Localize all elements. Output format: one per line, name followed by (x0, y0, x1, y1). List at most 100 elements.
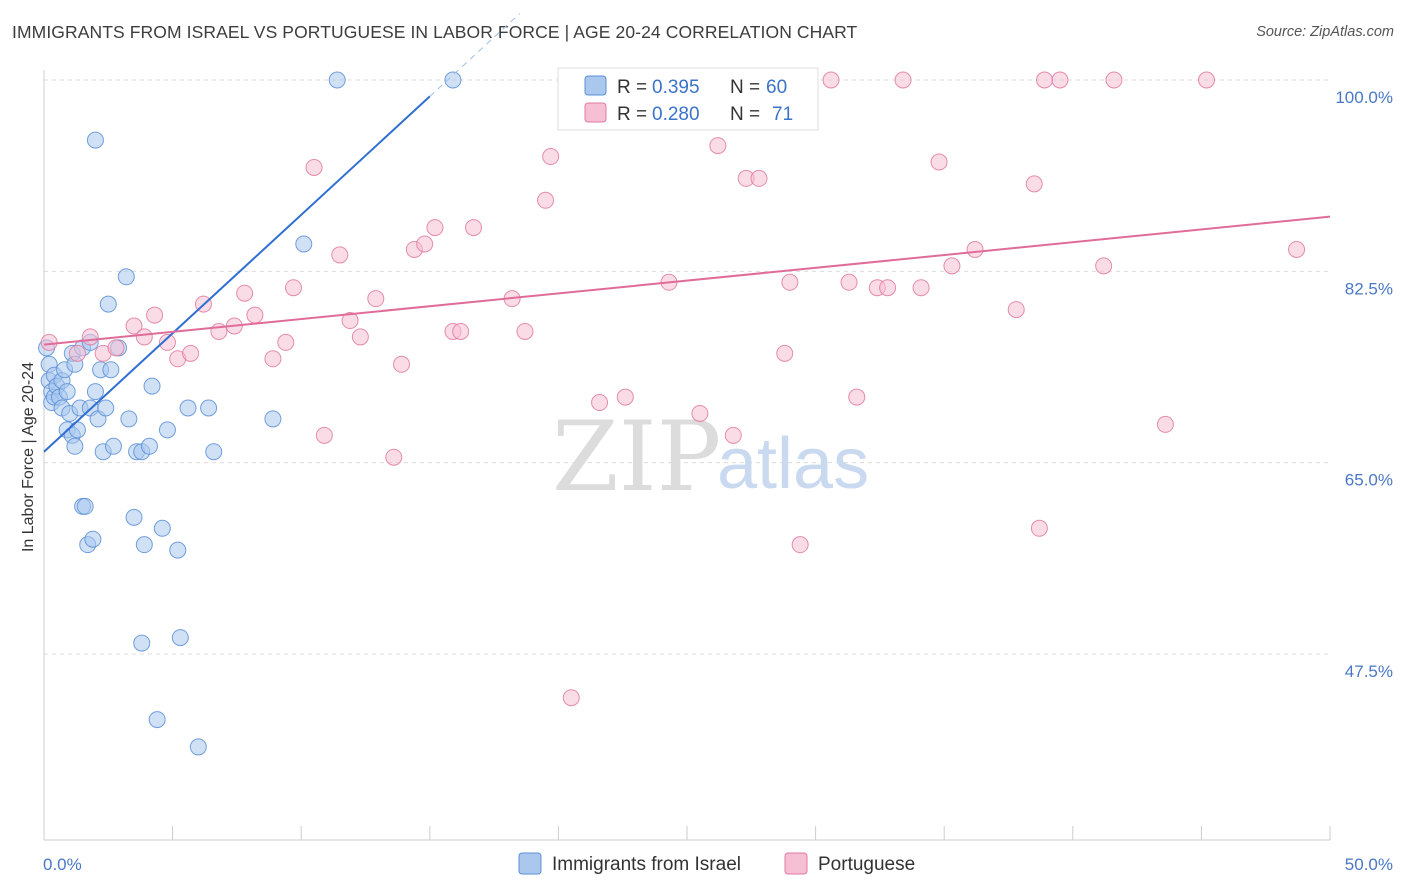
israel-point (328, 71, 346, 89)
israel-point (58, 383, 76, 401)
portuguese-point (107, 339, 125, 357)
portuguese-point (315, 426, 333, 444)
trend-line-israel-extension (429, 13, 521, 97)
legend-swatch-portuguese (584, 102, 607, 123)
portuguese-point (331, 246, 349, 264)
series-israel-points (38, 71, 462, 756)
israel-point (68, 421, 86, 439)
israel-point (104, 437, 122, 455)
portuguese-point (367, 290, 385, 308)
israel-point (189, 738, 207, 756)
israel-point (135, 536, 153, 554)
trend-line-portuguese (43, 215, 1331, 346)
israel-point (117, 268, 135, 286)
portuguese-point (135, 328, 153, 346)
x-tick-label-max: 50.0% (1345, 855, 1393, 874)
legend-r-label-israel: R = (617, 77, 647, 98)
y-axis-label: In Labor Force | Age 20-24 (20, 362, 37, 552)
bottom-legend-swatch-israel (518, 852, 542, 875)
y-tick-label: 82.5% (1345, 279, 1393, 298)
israel-point (120, 410, 138, 428)
israel-point (86, 383, 104, 401)
grid (44, 79, 1330, 655)
series-legend: Immigrants from Israel Portuguese (518, 852, 915, 875)
portuguese-point (750, 169, 768, 187)
portuguese-point (966, 240, 984, 258)
portuguese-point (542, 148, 560, 166)
israel-point (125, 508, 143, 526)
portuguese-point (781, 273, 799, 291)
portuguese-point (791, 536, 809, 554)
legend-r-value-israel: 0.395 (652, 77, 700, 98)
portuguese-point (264, 350, 282, 368)
axes (43, 70, 1331, 841)
israel-point (148, 711, 166, 729)
watermark: ZIP atlas (552, 401, 869, 513)
y-tick-label: 65.0% (1345, 471, 1393, 490)
portuguese-point (879, 279, 897, 297)
israel-point (171, 629, 189, 647)
chart-title: IMMIGRANTS FROM ISRAEL VS PORTUGUESE IN … (12, 22, 858, 42)
portuguese-point (341, 312, 359, 330)
portuguese-point (277, 333, 295, 351)
portuguese-point (691, 404, 709, 422)
portuguese-point (236, 284, 254, 302)
portuguese-point (930, 153, 948, 171)
portuguese-point (1051, 71, 1069, 89)
portuguese-point (246, 306, 264, 324)
legend-n-label-portuguese: N = (730, 104, 760, 125)
portuguese-point (822, 71, 840, 89)
legend-r-value-portuguese: 0.280 (652, 104, 700, 125)
watermark-atlas: atlas (717, 424, 869, 504)
portuguese-point (465, 219, 483, 237)
portuguese-point (158, 333, 176, 351)
portuguese-point (894, 71, 912, 89)
portuguese-point (416, 235, 434, 253)
israel-point (66, 437, 84, 455)
series-portuguese-points (40, 71, 1306, 707)
portuguese-point (452, 322, 470, 340)
portuguese-point (1030, 519, 1048, 537)
portuguese-point (125, 317, 143, 335)
portuguese-point (724, 426, 742, 444)
legend-swatch-israel (584, 75, 607, 96)
portuguese-point (81, 328, 99, 346)
legend-r-label-portuguese: R = (617, 104, 647, 125)
portuguese-point (1156, 415, 1174, 433)
israel-point (200, 399, 218, 417)
portuguese-point (1288, 240, 1306, 258)
portuguese-point (1025, 175, 1043, 193)
portuguese-point (40, 333, 58, 351)
portuguese-point (305, 158, 323, 176)
portuguese-point (1036, 71, 1054, 89)
y-tick-label: 100.0% (1335, 88, 1393, 107)
israel-point (140, 437, 158, 455)
israel-point (295, 235, 313, 253)
portuguese-point (591, 394, 609, 412)
bottom-legend-label-israel: Immigrants from Israel (552, 854, 741, 875)
israel-point (444, 71, 462, 89)
portuguese-point (516, 322, 534, 340)
israel-point (153, 519, 171, 537)
israel-point (169, 541, 187, 559)
portuguese-point (562, 689, 580, 707)
legend-n-value-portuguese: 71 (772, 104, 793, 125)
y-tick-label: 47.5% (1345, 662, 1393, 681)
legend-n-label-israel: N = (730, 77, 760, 98)
israel-point (99, 295, 117, 313)
watermark-zip: ZIP (552, 401, 721, 513)
portuguese-point (1105, 71, 1123, 89)
israel-point (102, 361, 120, 379)
portuguese-point (616, 388, 634, 406)
portuguese-point (385, 448, 403, 466)
bottom-legend-label-portuguese: Portuguese (818, 854, 915, 875)
legend-n-value-israel: 60 (766, 77, 787, 98)
trend-lines (43, 13, 1331, 453)
source-label: Source: ZipAtlas.com (1256, 24, 1394, 40)
israel-point (264, 410, 282, 428)
portuguese-point (840, 273, 858, 291)
portuguese-point (182, 344, 200, 362)
israel-point (97, 399, 115, 417)
trend-line-israel (43, 95, 431, 453)
